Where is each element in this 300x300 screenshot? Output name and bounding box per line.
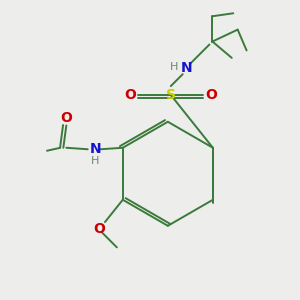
Text: O: O [125, 88, 136, 102]
Text: O: O [205, 88, 217, 102]
Text: N: N [180, 61, 192, 75]
Text: H: H [91, 156, 100, 166]
Text: O: O [93, 222, 105, 236]
Text: O: O [60, 111, 72, 125]
Text: S: S [166, 88, 176, 102]
Text: N: N [90, 142, 101, 156]
Text: H: H [170, 62, 178, 72]
